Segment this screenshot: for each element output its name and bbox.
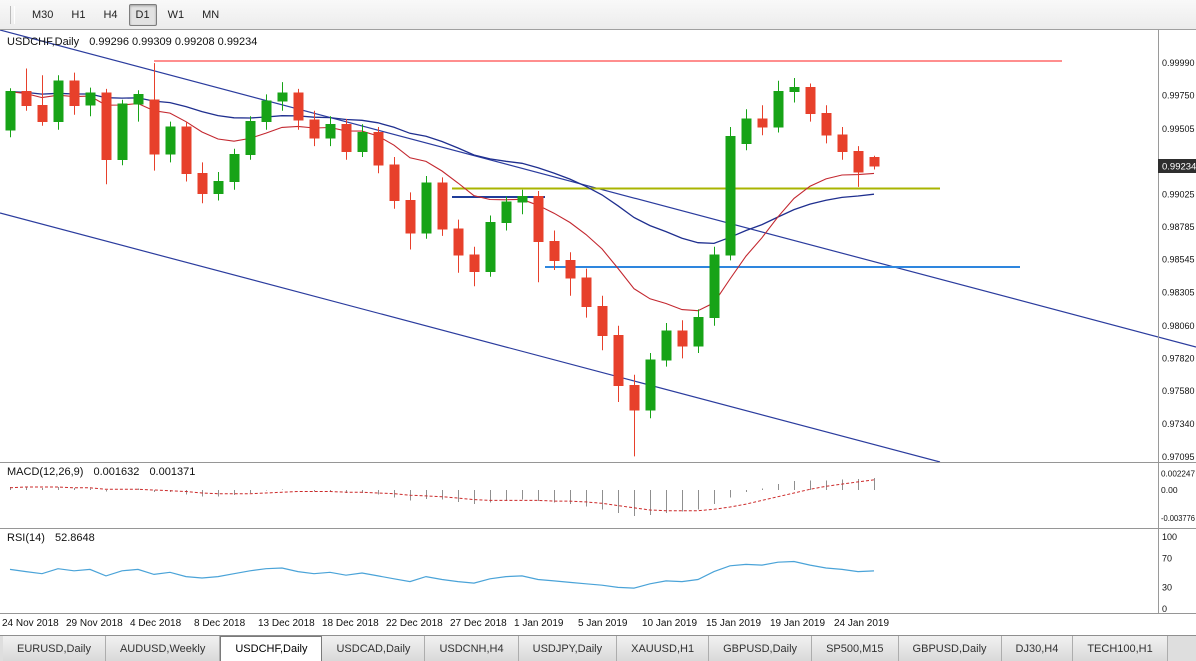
chart-tab-gbpusd-daily[interactable]: GBPUSD,Daily: [709, 636, 813, 661]
chart-tab-eurusd-daily[interactable]: EURUSD,Daily: [3, 636, 106, 661]
chart-tab-audusd-weekly[interactable]: AUDUSD,Weekly: [105, 636, 221, 661]
svg-text:0.99025: 0.99025: [1162, 189, 1195, 199]
date-tick-label: 5 Jan 2019: [578, 618, 628, 629]
date-tick-label: 29 Nov 2018: [66, 618, 123, 629]
period-toolbar: M30 H1 H4 D1 W1 MN: [0, 0, 1196, 30]
svg-text:0.99750: 0.99750: [1162, 91, 1195, 101]
macd-main-value: 0.001632: [93, 466, 140, 478]
svg-text:0.99990: 0.99990: [1162, 58, 1195, 68]
date-tick-label: 19 Jan 2019: [770, 618, 826, 629]
svg-text:0.98785: 0.98785: [1162, 222, 1195, 232]
date-tick-label: 22 Dec 2018: [386, 618, 443, 629]
period-button-m30[interactable]: M30: [32, 8, 54, 21]
macd-name: MACD(12,26,9): [7, 466, 84, 478]
toolbar-grip-icon[interactable]: [10, 5, 15, 24]
period-button-d1[interactable]: D1: [128, 3, 157, 26]
date-tick-label: 1 Jan 2019: [514, 618, 564, 629]
chart-tab-tech100-h1[interactable]: TECH100,H1: [1073, 636, 1168, 661]
chart-tab-bar: EURUSD,Daily AUDUSD,Weekly USDCHF,Daily USD…: [0, 635, 1196, 661]
period-button-w1[interactable]: W1: [167, 8, 185, 21]
svg-text:-0.003776: -0.003776: [1161, 513, 1195, 523]
rsi-canvas[interactable]: 100 70 30 0: [0, 529, 1196, 613]
chart-tab-usdchf-daily[interactable]: USDCHF,Daily: [220, 636, 323, 661]
svg-text:0.97820: 0.97820: [1162, 353, 1195, 363]
rsi-indicator-pane[interactable]: 100 70 30 0: [0, 528, 1196, 613]
date-tick-label: 18 Dec 2018: [322, 618, 379, 629]
time-axis[interactable]: 24 Nov 2018 29 Nov 2018 4 Dec 2018 8 Dec 20…: [0, 613, 1196, 635]
date-tick-label: 24 Jan 2019: [834, 618, 890, 629]
macd-indicator-label: MACD(12,26,9) 0.001632 0.001371: [7, 466, 195, 478]
chart-tab-gbpusd-daily[interactable]: GBPUSD,Daily: [898, 636, 1002, 661]
date-tick-label: 4 Dec 2018: [130, 618, 182, 629]
macd-signal-line: [9, 479, 875, 512]
chart-tab-sp500-m15[interactable]: SP500,M15: [812, 636, 899, 661]
svg-text:0.98545: 0.98545: [1162, 255, 1195, 265]
svg-text:0.99505: 0.99505: [1162, 124, 1195, 134]
date-tick-label: 10 Jan 2019: [642, 618, 698, 629]
chart-tab-xauusd-h1[interactable]: XAUUSD,H1: [617, 636, 710, 661]
price-scale[interactable]: 0.99990 0.99750 0.99505 0.99025 0.98785 0.985…: [1158, 30, 1195, 462]
chart-ohlc-values: 0.99296 0.99309 0.99208 0.99234: [89, 36, 258, 48]
macd-canvas[interactable]: 0.002247 0.00 -0.003776: [0, 463, 1196, 528]
chart-tab-usdcad-daily[interactable]: USDCAD,Daily: [322, 636, 426, 661]
svg-text:0.99234: 0.99234: [1162, 162, 1196, 173]
macd-scale[interactable]: 0.002247 0.00 -0.003776: [1158, 463, 1196, 528]
chart-tab-usdcnh-h4[interactable]: USDCNH,H4: [425, 636, 519, 661]
svg-text:0.97580: 0.97580: [1162, 386, 1195, 396]
period-button-h1[interactable]: H1: [71, 8, 86, 21]
date-tick-label: 15 Jan 2019: [706, 618, 762, 629]
svg-text:0: 0: [1162, 604, 1167, 613]
date-tick-label: 8 Dec 2018: [194, 618, 246, 629]
date-tick-label: 13 Dec 2018: [258, 618, 315, 629]
svg-text:0.97340: 0.97340: [1162, 419, 1195, 429]
svg-text:30: 30: [1162, 582, 1172, 592]
rsi-indicator-label: RSI(14) 52.8648: [7, 532, 95, 544]
period-button-h4[interactable]: H4: [103, 8, 118, 21]
chart-tab-usdjpy-daily[interactable]: USDJPY,Daily: [518, 636, 618, 661]
horizontal-level-lines[interactable]: [154, 60, 1062, 269]
rsi-name: RSI(14): [7, 532, 45, 544]
svg-text:100: 100: [1162, 532, 1177, 542]
price-chart-pane[interactable]: 0.99990 0.99750 0.99505 0.99025 0.98785 0.985…: [0, 30, 1196, 462]
chart-symbol-label: USDCHF,Daily: [7, 36, 80, 48]
period-button-mn[interactable]: MN: [202, 8, 220, 21]
svg-text:0.00: 0.00: [1161, 485, 1178, 495]
date-tick-label: 27 Dec 2018: [450, 618, 507, 629]
macd-indicator-pane[interactable]: 0.002247 0.00 -0.003776: [0, 462, 1196, 528]
chart-tab-dj30-h4[interactable]: DJ30,H4: [1001, 636, 1074, 661]
svg-text:0.002247: 0.002247: [1161, 468, 1195, 478]
chart-title: USDCHF,Daily 0.99296 0.99309 0.99208 0.9…: [7, 36, 257, 48]
price-chart-canvas[interactable]: 0.99990 0.99750 0.99505 0.99025 0.98785 0.985…: [0, 30, 1196, 462]
candlesticks: [5, 63, 880, 457]
svg-text:0.98060: 0.98060: [1162, 321, 1195, 331]
current-price-tag: 0.99234: [1158, 159, 1196, 173]
date-tick-label: 24 Nov 2018: [2, 618, 59, 629]
svg-text:0.97095: 0.97095: [1162, 452, 1195, 462]
svg-text:70: 70: [1162, 554, 1172, 564]
svg-text:0.98305: 0.98305: [1162, 287, 1195, 297]
rsi-value: 52.8648: [54, 532, 95, 544]
macd-signal-value: 0.001371: [149, 466, 196, 478]
rsi-line: [9, 560, 875, 589]
rsi-scale[interactable]: 100 70 30 0: [1158, 529, 1178, 613]
